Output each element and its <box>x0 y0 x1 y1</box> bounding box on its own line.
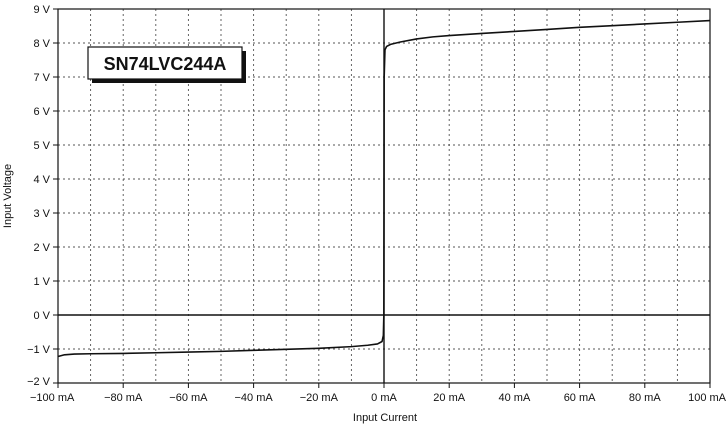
y-tick-label: 3 V <box>33 208 50 220</box>
y-tick-label: 6 V <box>33 106 50 118</box>
y-tick-label: 1 V <box>33 276 50 288</box>
x-tick-label: −60 mA <box>169 392 208 404</box>
x-tick-label: 60 mA <box>564 392 596 404</box>
y-tick-label: 0 V <box>33 310 50 322</box>
y-axis-label: Input Voltage <box>2 164 14 228</box>
y-ticks: −2 V −1 V 0 V 1 V 2 V 3 V 4 V 5 V 6 V 7 V 8 V 9 V <box>27 4 58 388</box>
y-tick-label: 7 V <box>33 72 50 84</box>
x-tick-label: 80 mA <box>629 392 661 404</box>
x-ticks: −100 mA −80 mA −60 mA −40 mA −20 mA 0 mA 20 mA… <box>30 383 727 404</box>
annotation-box <box>87 46 243 80</box>
device-annotation: SN74LVC244A <box>87 46 246 83</box>
y-tick-label: 2 V <box>33 242 50 254</box>
series-line <box>57 19 711 358</box>
y-tick-label: 8 V <box>33 38 50 50</box>
annotation-text: SN74LVC244A <box>104 54 227 74</box>
y-tick-label: 9 V <box>33 4 50 16</box>
series-layer <box>57 19 711 358</box>
x-tick-label: 0 mA <box>371 392 397 404</box>
x-tick-label: 100 mA <box>688 392 727 404</box>
x-tick-label: −80 mA <box>104 392 143 404</box>
y-tick-label: −1 V <box>27 344 51 356</box>
x-axis-label: Input Current <box>353 412 417 424</box>
x-tick-label: 40 mA <box>499 392 531 404</box>
x-tick-label: −40 mA <box>234 392 273 404</box>
x-tick-label: −20 mA <box>300 392 339 404</box>
y-tick-label: 4 V <box>33 174 50 186</box>
x-tick-label: 20 mA <box>433 392 465 404</box>
y-tick-label: 5 V <box>33 140 50 152</box>
x-tick-label: −100 mA <box>30 392 75 404</box>
y-tick-label: −2 V <box>27 376 51 388</box>
